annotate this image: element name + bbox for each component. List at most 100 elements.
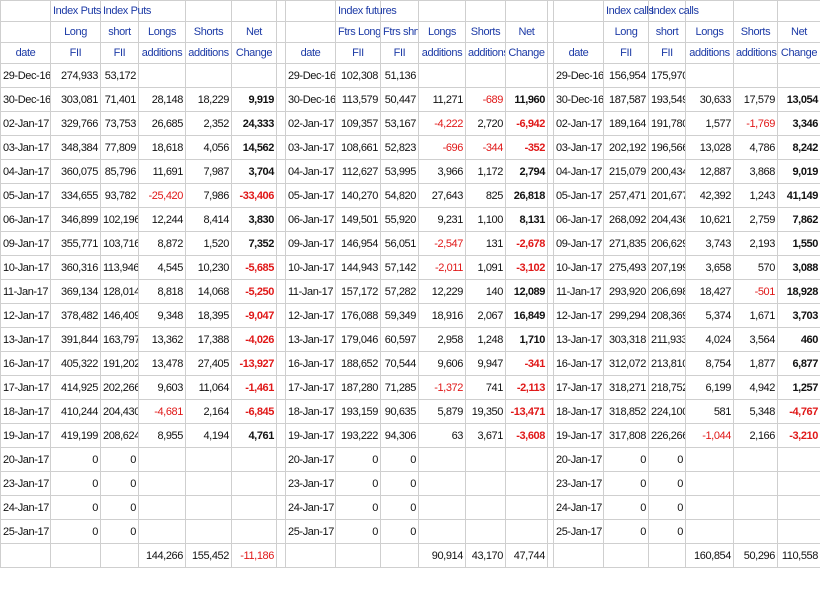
value-cell: 405,322 (50, 351, 101, 376)
value-cell (465, 447, 506, 472)
value-cell: -344 (465, 135, 506, 160)
value-cell: 188,652 (335, 351, 381, 376)
value-cell: 318,271 (603, 375, 649, 400)
date-cell: 17-Jan-17 (0, 375, 51, 400)
sheet-row: Index Puts Index Puts Index futures Index c… (0, 0, 820, 22)
value-cell (185, 519, 232, 544)
value-cell: 59,349 (380, 303, 419, 328)
total-cell: -11,186 (231, 543, 277, 568)
value-cell: 108,661 (335, 135, 381, 160)
value-cell: 102,196 (100, 207, 139, 232)
net-change-cell (777, 447, 820, 472)
value-cell: 187,587 (603, 87, 649, 112)
net-change-cell: 8,131 (505, 207, 548, 232)
value-cell: 0 (100, 447, 139, 472)
net-change-cell (505, 447, 548, 472)
value-cell: 206,629 (648, 231, 686, 256)
date-cell: 23-Jan-17 (0, 471, 51, 496)
value-cell: -2,011 (418, 255, 466, 280)
sheet-row: date FII FII additions additions Change date FI… (0, 42, 820, 64)
net-change-cell: -13,927 (231, 351, 277, 376)
net-change-cell: -9,047 (231, 303, 277, 328)
value-cell: 5,879 (418, 399, 466, 424)
net-change-cell: -33,406 (231, 183, 277, 208)
date-cell: 10-Jan-17 (0, 255, 51, 280)
value-cell: 27,405 (185, 351, 232, 376)
net-change-cell (505, 495, 548, 520)
value-cell (185, 447, 232, 472)
value-cell: 57,142 (380, 255, 419, 280)
value-cell: 334,655 (50, 183, 101, 208)
value-cell: 8,818 (138, 279, 186, 304)
net-change-cell: -352 (505, 135, 548, 160)
value-cell: 149,501 (335, 207, 381, 232)
value-cell: 2,164 (185, 399, 232, 424)
column-header: Ftrs Long (335, 21, 381, 43)
column-header: additions (685, 42, 734, 64)
net-change-cell (231, 471, 277, 496)
net-change-cell: -5,250 (231, 279, 277, 304)
header-cell (418, 0, 466, 22)
value-cell: 146,954 (335, 231, 381, 256)
value-cell: 6,199 (685, 375, 734, 400)
empty-cell (50, 543, 101, 568)
value-cell: 5,348 (733, 399, 778, 424)
net-change-cell: -13,471 (505, 399, 548, 424)
value-cell (733, 471, 778, 496)
value-cell: 9,603 (138, 375, 186, 400)
value-cell: 200,434 (648, 159, 686, 184)
net-change-cell: -2,113 (505, 375, 548, 400)
value-cell: 207,199 (648, 255, 686, 280)
value-cell: 202,192 (603, 135, 649, 160)
value-cell: 18,395 (185, 303, 232, 328)
empty-cell (100, 543, 139, 568)
net-change-cell: -341 (505, 351, 548, 376)
value-cell: 73,753 (100, 111, 139, 136)
value-cell: 13,362 (138, 327, 186, 352)
header-cell (231, 0, 277, 22)
spacer-cell (276, 351, 286, 376)
net-change-cell (505, 63, 548, 88)
net-change-cell (231, 63, 277, 88)
value-cell: 28,148 (138, 87, 186, 112)
value-cell: 131 (465, 231, 506, 256)
net-change-cell: -4,026 (231, 327, 277, 352)
spacer-cell (276, 111, 286, 136)
value-cell: 13,028 (685, 135, 734, 160)
value-cell: 0 (335, 495, 381, 520)
value-cell: 60,597 (380, 327, 419, 352)
sheet-row: 16-Jan-17 405,322 191,202 13,478 27,405 -13,9… (0, 351, 820, 376)
value-cell: 53,167 (380, 111, 419, 136)
value-cell: 329,766 (50, 111, 101, 136)
value-cell (685, 471, 734, 496)
block-title: Index Puts (100, 0, 151, 22)
value-cell: 581 (685, 399, 734, 424)
value-cell: 1,243 (733, 183, 778, 208)
date-cell: 29-Dec-16 (0, 63, 51, 88)
value-cell: 208,624 (100, 423, 139, 448)
spacer-cell (276, 399, 286, 424)
value-cell (685, 447, 734, 472)
value-cell (138, 519, 186, 544)
value-cell: 741 (465, 375, 506, 400)
header-cell (553, 0, 604, 22)
value-cell: 12,887 (685, 159, 734, 184)
value-cell: 275,493 (603, 255, 649, 280)
value-cell: 157,172 (335, 279, 381, 304)
value-cell: 0 (603, 495, 649, 520)
value-cell: -1,769 (733, 111, 778, 136)
value-cell: 410,244 (50, 399, 101, 424)
column-header: FII (603, 42, 649, 64)
value-cell: 85,796 (100, 159, 139, 184)
value-cell: 1,100 (465, 207, 506, 232)
sheet-row: 13-Jan-17 391,844 163,797 13,362 17,388 -4,02… (0, 327, 820, 352)
value-cell: 102,308 (335, 63, 381, 88)
net-change-cell: 2,794 (505, 159, 548, 184)
value-cell: 202,266 (100, 375, 139, 400)
value-cell: 0 (603, 519, 649, 544)
value-cell: 140 (465, 279, 506, 304)
empty-cell (553, 543, 604, 568)
date-cell: 13-Jan-17 (0, 327, 51, 352)
value-cell: 193,222 (335, 423, 381, 448)
date-cell: 19-Jan-17 (0, 423, 51, 448)
